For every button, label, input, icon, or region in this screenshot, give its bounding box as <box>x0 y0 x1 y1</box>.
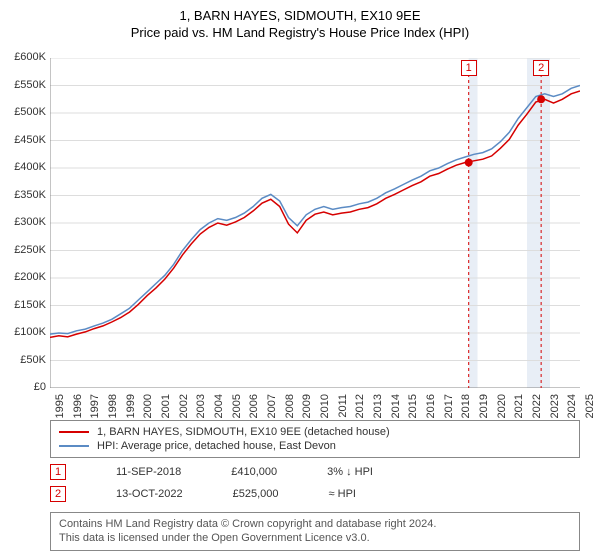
sale-date-1: 11-SEP-2018 <box>116 466 181 478</box>
x-tick-label: 2023 <box>549 394 561 422</box>
legend-swatch-property <box>59 431 89 433</box>
chart-subtitle: Price paid vs. HM Land Registry's House … <box>0 23 600 40</box>
y-tick-label: £400K <box>2 161 46 173</box>
x-tick-label: 2004 <box>213 394 225 422</box>
chart-title: 1, BARN HAYES, SIDMOUTH, EX10 9EE <box>0 0 600 23</box>
x-tick-label: 2022 <box>531 394 543 422</box>
y-tick-label: £300K <box>2 216 46 228</box>
x-tick-label: 2014 <box>390 394 402 422</box>
sale-date-2: 13-OCT-2022 <box>116 488 183 500</box>
x-tick-label: 2017 <box>443 394 455 422</box>
x-tick-label: 1999 <box>125 394 137 422</box>
x-tick-label: 2006 <box>248 394 260 422</box>
footer-box: Contains HM Land Registry data © Crown c… <box>50 512 580 551</box>
footer-line-1: Contains HM Land Registry data © Crown c… <box>59 517 571 531</box>
y-tick-label: £200K <box>2 271 46 283</box>
y-tick-label: £450K <box>2 134 46 146</box>
y-tick-label: £150K <box>2 299 46 311</box>
sale-row-2: 2 13-OCT-2022 £525,000 ≈ HPI <box>50 486 580 502</box>
x-tick-label: 2016 <box>425 394 437 422</box>
sale-price-2: £525,000 <box>233 488 279 500</box>
legend-label-hpi: HPI: Average price, detached house, East… <box>97 440 336 452</box>
legend-box: 1, BARN HAYES, SIDMOUTH, EX10 9EE (detac… <box>50 420 580 458</box>
x-tick-label: 2001 <box>160 394 172 422</box>
y-tick-label: £550K <box>2 79 46 91</box>
x-tick-label: 1996 <box>72 394 84 422</box>
x-tick-label: 2025 <box>584 394 596 422</box>
x-tick-label: 2011 <box>337 394 349 422</box>
y-tick-label: £50K <box>2 354 46 366</box>
x-tick-label: 2005 <box>231 394 243 422</box>
legend-row-hpi: HPI: Average price, detached house, East… <box>59 439 571 453</box>
x-tick-label: 2009 <box>301 394 313 422</box>
legend-label-property: 1, BARN HAYES, SIDMOUTH, EX10 9EE (detac… <box>97 426 390 438</box>
x-tick-label: 2024 <box>566 394 578 422</box>
chart-plot-area: 12 <box>50 58 580 388</box>
x-tick-label: 2019 <box>478 394 490 422</box>
x-tick-label: 2013 <box>372 394 384 422</box>
x-tick-label: 2020 <box>496 394 508 422</box>
legend-swatch-hpi <box>59 445 89 447</box>
x-tick-label: 2015 <box>407 394 419 422</box>
x-tick-label: 2018 <box>460 394 472 422</box>
sale-row-1: 1 11-SEP-2018 £410,000 3% ↓ HPI <box>50 464 580 480</box>
sale-badge-1: 1 <box>50 464 66 480</box>
y-tick-label: £350K <box>2 189 46 201</box>
x-tick-label: 1995 <box>54 394 66 422</box>
chart-marker-badge: 1 <box>461 60 477 76</box>
sale-badge-2: 2 <box>50 486 66 502</box>
x-tick-label: 2000 <box>142 394 154 422</box>
x-tick-label: 2010 <box>319 394 331 422</box>
sale-hpi-1: 3% ↓ HPI <box>327 466 373 478</box>
x-tick-label: 2008 <box>284 394 296 422</box>
x-tick-label: 2021 <box>513 394 525 422</box>
x-tick-label: 2003 <box>195 394 207 422</box>
x-tick-label: 2012 <box>354 394 366 422</box>
chart-svg <box>50 58 580 388</box>
x-tick-label: 1997 <box>89 394 101 422</box>
legend-row-property: 1, BARN HAYES, SIDMOUTH, EX10 9EE (detac… <box>59 425 571 439</box>
y-tick-label: £250K <box>2 244 46 256</box>
y-tick-label: £0 <box>2 381 46 393</box>
footer-line-2: This data is licensed under the Open Gov… <box>59 531 571 545</box>
y-tick-label: £600K <box>2 51 46 63</box>
y-tick-label: £100K <box>2 326 46 338</box>
x-tick-label: 2002 <box>178 394 190 422</box>
x-tick-label: 1998 <box>107 394 119 422</box>
chart-container: 1, BARN HAYES, SIDMOUTH, EX10 9EE Price … <box>0 0 600 560</box>
sale-hpi-2: ≈ HPI <box>329 488 356 500</box>
x-tick-label: 2007 <box>266 394 278 422</box>
y-tick-label: £500K <box>2 106 46 118</box>
sale-price-1: £410,000 <box>231 466 277 478</box>
chart-marker-badge: 2 <box>533 60 549 76</box>
